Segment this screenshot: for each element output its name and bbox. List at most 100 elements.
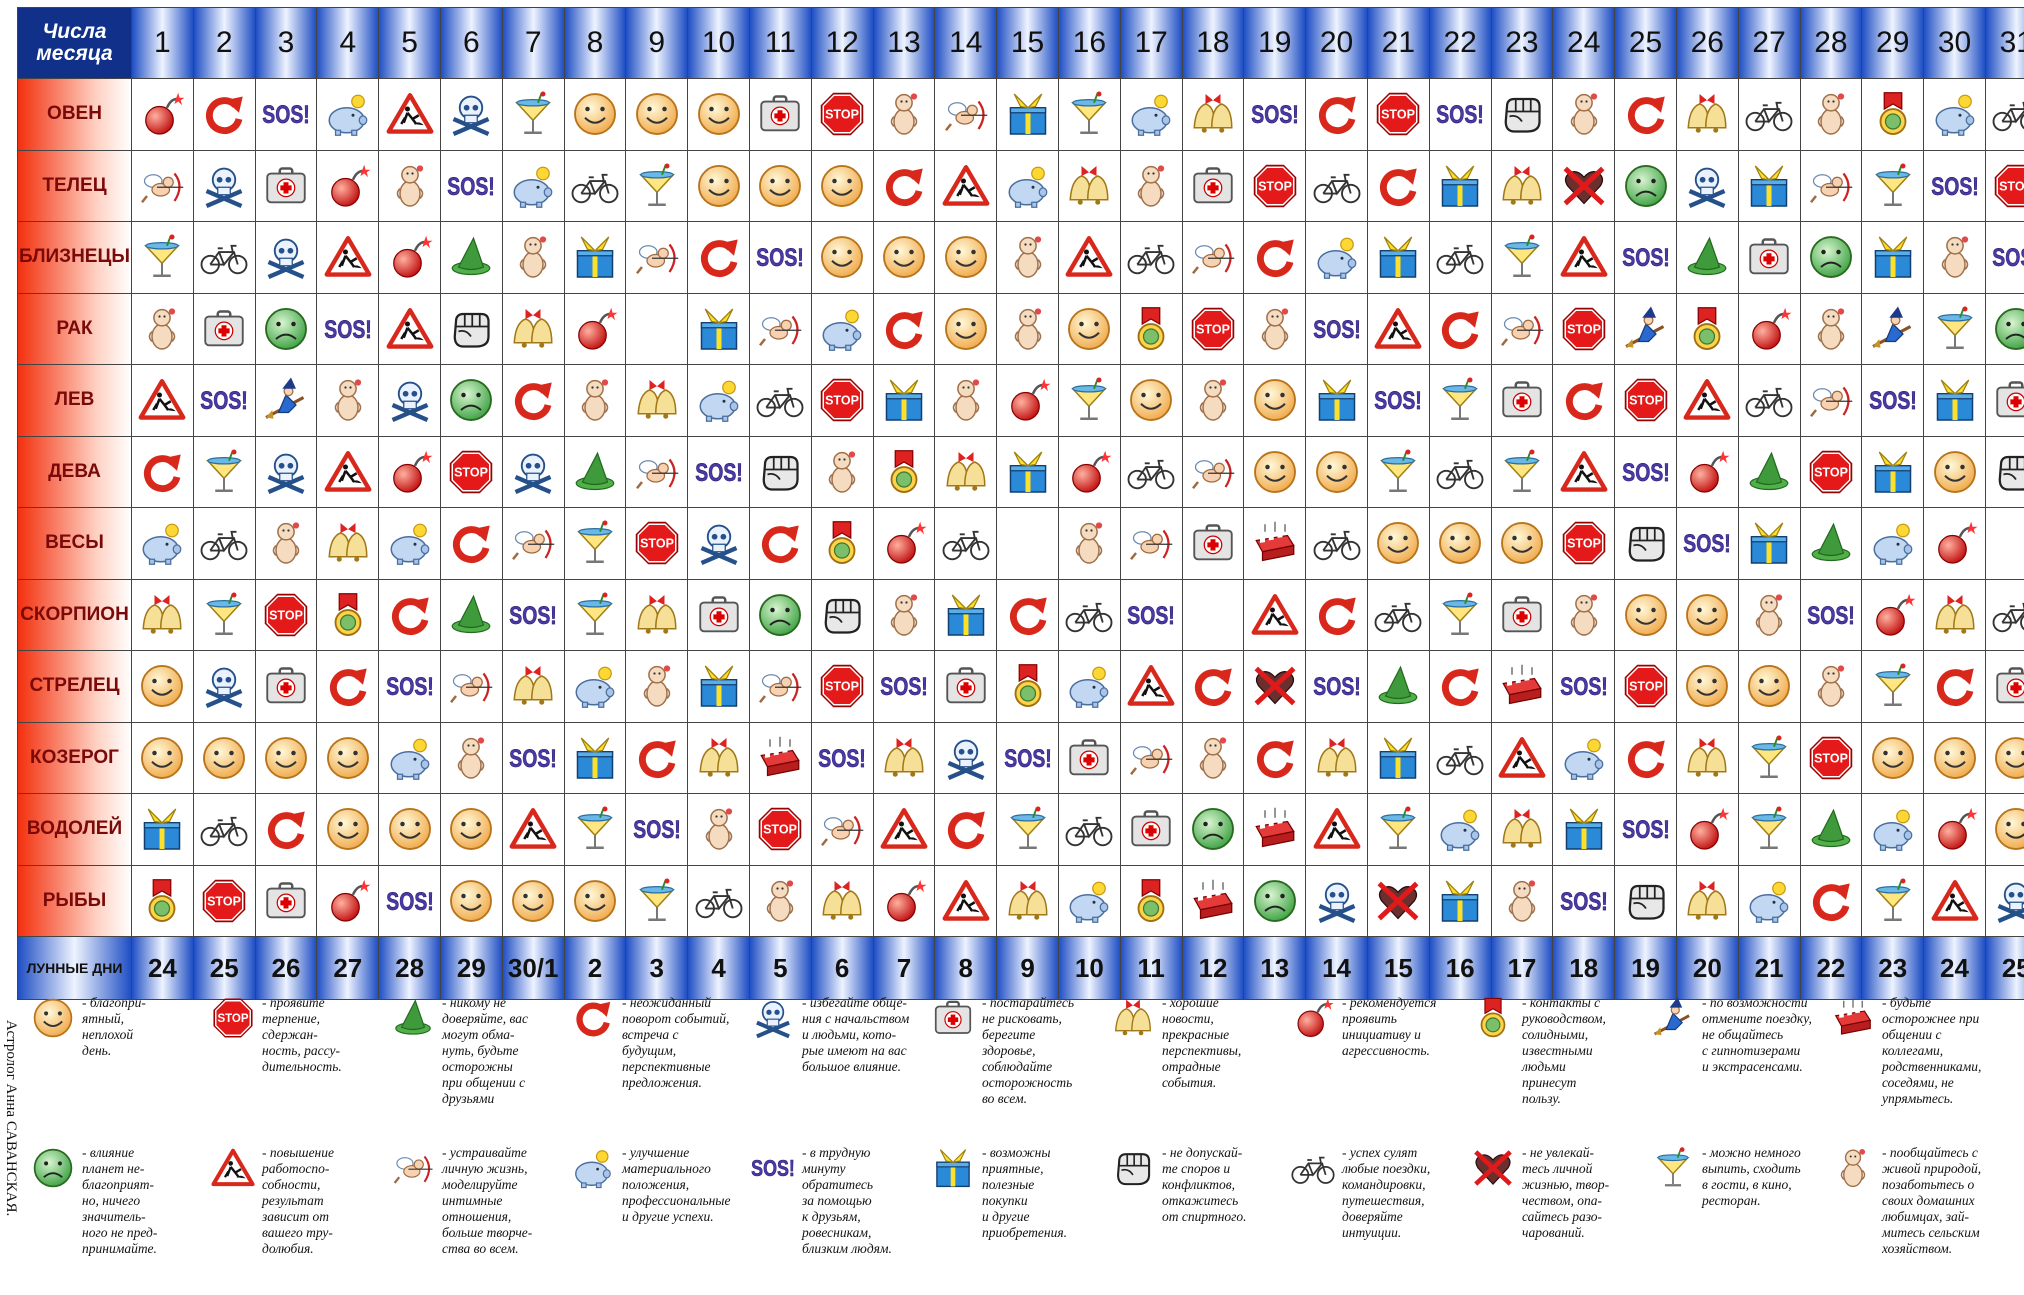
cell (1306, 365, 1367, 436)
icon-skull (199, 661, 249, 711)
icon-shape (946, 451, 986, 492)
icon-shape (264, 307, 307, 350)
cell (997, 794, 1058, 865)
cell (1676, 865, 1738, 936)
cell: STOP (255, 579, 317, 650)
icon-shape (1565, 168, 1603, 203)
cell: SOS! (997, 722, 1058, 793)
icon-shape (643, 664, 671, 707)
icon-shape (395, 597, 428, 631)
legend-item: - не увлекай- тесь личной жизнью, твор- … (1470, 1145, 1650, 1295)
icon-shape (1014, 235, 1042, 278)
icon-shape (1751, 805, 1787, 850)
cell (564, 722, 626, 793)
icon-bells (699, 737, 739, 778)
icon-shape (884, 737, 924, 778)
icon-shape (944, 100, 989, 132)
icon-smile (203, 736, 246, 779)
icon-glass (577, 591, 613, 635)
icon-shape (1009, 93, 1046, 135)
cell (749, 436, 811, 507)
icon-glass (1875, 162, 1911, 206)
icon-stop: STOP (758, 807, 803, 852)
day-header: 9 (626, 8, 688, 78)
lunar-day: 11 (1120, 937, 1182, 999)
icon-baby (1941, 235, 1969, 278)
icon-sos: SOS! (695, 458, 743, 487)
icon-skull (508, 447, 558, 497)
icon-bike (1291, 1156, 1335, 1184)
sign-label: ТЕЛЕЦ (18, 150, 131, 221)
icon-bomb (886, 878, 928, 922)
sos-text: SOS! (751, 1155, 795, 1181)
cell (688, 79, 749, 150)
icon-shape (1809, 172, 1854, 204)
icon-shape (390, 523, 430, 566)
cell (1367, 865, 1429, 936)
cell (1553, 150, 1615, 221)
icon-shape (334, 378, 362, 421)
icon-shape (1068, 239, 1111, 275)
cell (1429, 436, 1491, 507)
cell (1676, 794, 1738, 865)
legend-item: - влияние планет не- благоприят- но, нич… (30, 1145, 210, 1295)
sign-label: ОВЕН (18, 79, 131, 150)
icon-shape (1809, 236, 1852, 279)
legend-text: - не увлекай- тесь личной жизнью, твор- … (1522, 1145, 1610, 1240)
icon-arrow (755, 518, 805, 568)
icon-shape (265, 667, 306, 704)
icon-stop: STOP (1808, 735, 1853, 780)
icon-shape (762, 455, 799, 491)
icon-shape (1014, 664, 1041, 708)
cell (132, 508, 193, 579)
cell (255, 865, 317, 936)
icon-baby (890, 593, 918, 636)
cell (1306, 508, 1367, 579)
icon-shape (1656, 1146, 1690, 1187)
icon-bike (1745, 388, 1793, 418)
icon-sos: SOS! (1127, 601, 1175, 630)
cell (1862, 222, 1924, 293)
icon-shape (890, 92, 918, 135)
cell (1182, 508, 1244, 579)
icon-sos: SOS! (1621, 244, 1669, 273)
cell (193, 508, 255, 579)
cell (935, 651, 997, 722)
icon-fist (1628, 884, 1665, 920)
icon-shape (1014, 307, 1042, 350)
icon-shape (1384, 168, 1417, 202)
icon-brick (1255, 807, 1295, 848)
sos-text: SOS! (695, 459, 743, 487)
icon-baby (1570, 593, 1598, 636)
icon-bells (328, 522, 368, 563)
icon-cupid (944, 100, 989, 132)
stop-text: STOP (1567, 537, 1601, 551)
cell (1862, 579, 1924, 650)
icon-shape (945, 167, 988, 203)
icon-smile (759, 164, 802, 207)
icon-shape (450, 379, 493, 422)
cell (873, 150, 935, 221)
cell (379, 365, 440, 436)
cell (1058, 436, 1120, 507)
icon-shape (1933, 736, 1976, 779)
cell (1862, 436, 1924, 507)
stop-text: STOP (1258, 179, 1292, 193)
icon-sos: SOS! (324, 315, 372, 344)
icon-shape (1377, 310, 1420, 346)
day-header: 27 (1738, 8, 1800, 78)
cell (1244, 722, 1306, 793)
icon-shape (207, 669, 242, 707)
legend-item: - постарайтесь не рисковать, берегите зд… (930, 995, 1110, 1145)
icon-shape (1322, 597, 1355, 631)
icon-cupid (450, 672, 494, 704)
cell (255, 222, 317, 293)
cell: SOS! (873, 651, 935, 722)
sign-label: ВЕСЫ (18, 508, 131, 579)
stop-text: STOP (763, 823, 797, 837)
icon-arrow (1930, 661, 1980, 711)
cell (132, 865, 193, 936)
cell (255, 794, 317, 865)
cell (193, 222, 255, 293)
lunar-day: 3 (626, 937, 688, 999)
